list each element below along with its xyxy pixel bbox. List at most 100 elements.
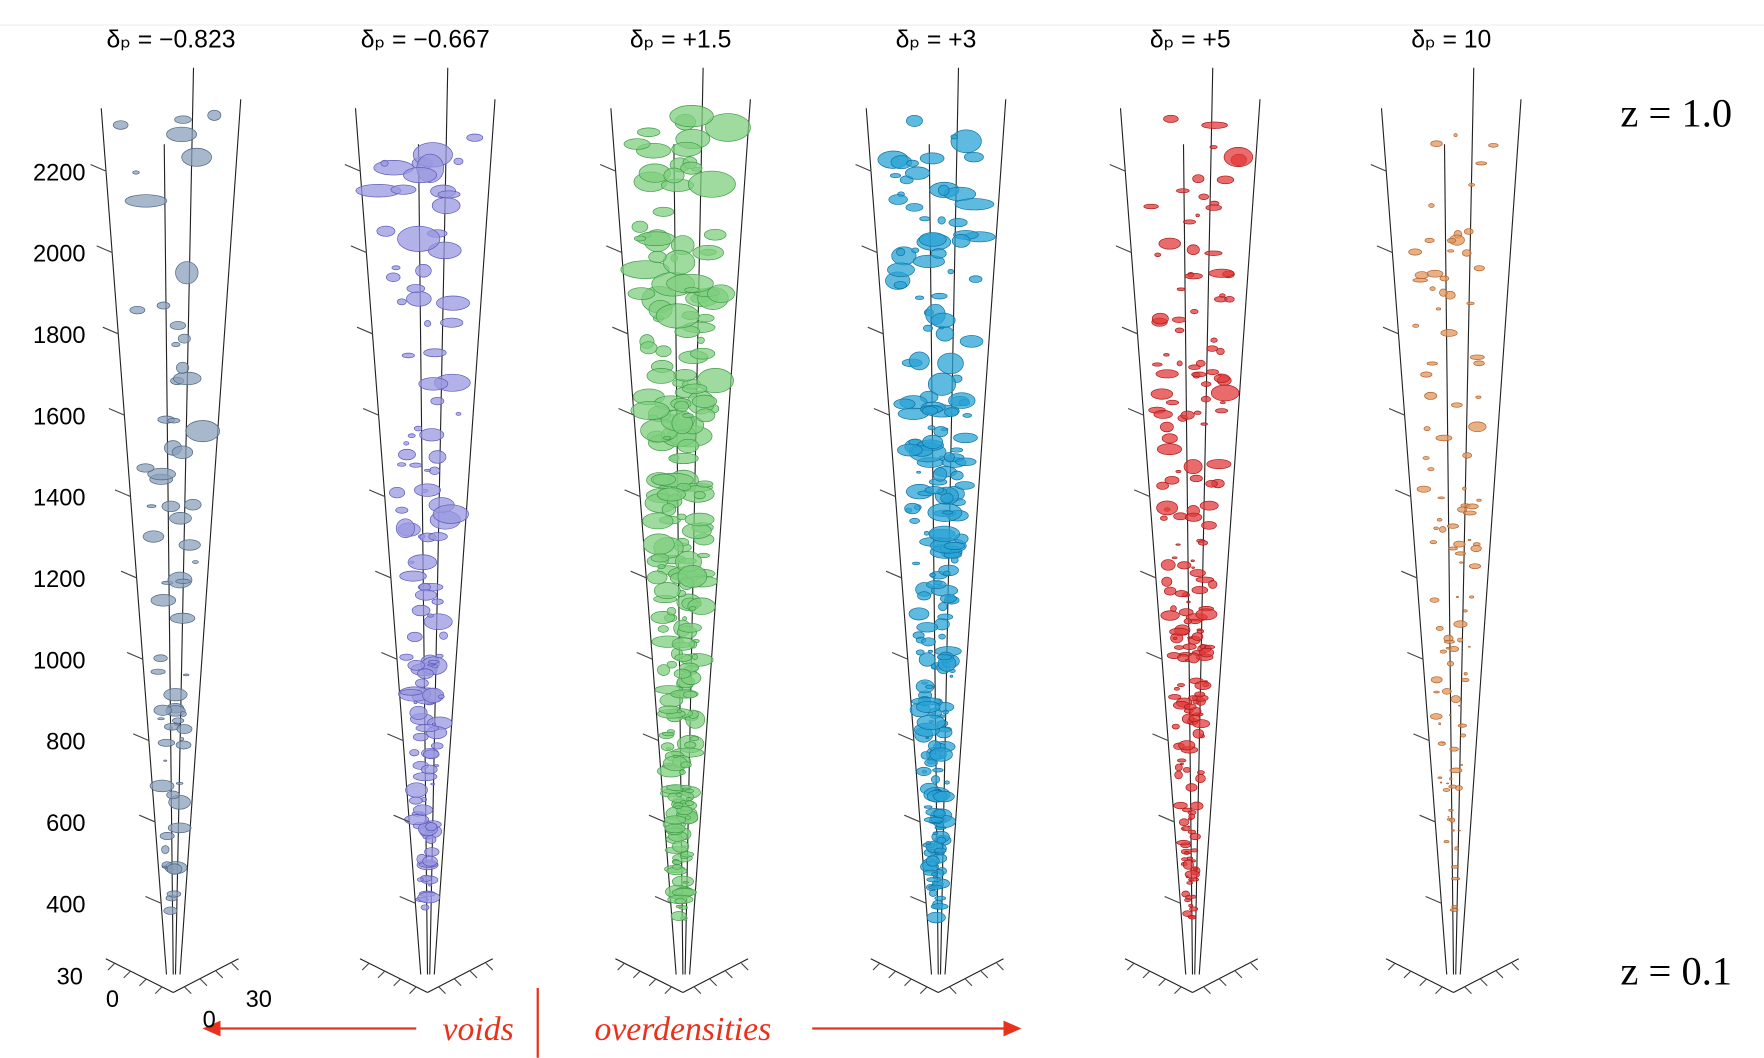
density-blob — [1156, 500, 1179, 516]
density-blob — [928, 525, 961, 542]
density-blob — [680, 761, 692, 769]
density-blob — [705, 113, 751, 142]
density-blob — [664, 823, 686, 834]
density-blob — [948, 218, 968, 228]
density-blob — [689, 606, 697, 611]
side-tick — [898, 733, 915, 742]
panel: δₚ = +1.5 — [599, 27, 751, 995]
density-blob — [1173, 645, 1185, 650]
base-tick — [709, 978, 718, 987]
side-tick — [606, 245, 623, 254]
density-blob — [1177, 561, 1192, 570]
density-blob — [184, 498, 202, 511]
density-blob — [1455, 596, 1459, 598]
density-blob — [949, 674, 954, 678]
density-blob — [1152, 362, 1163, 367]
density-blob — [924, 486, 945, 495]
density-blob — [930, 312, 956, 328]
density-blob — [943, 541, 966, 550]
density-blob — [921, 637, 936, 647]
density-blob — [423, 348, 447, 358]
density-blob — [916, 766, 932, 776]
density-blob — [944, 407, 959, 417]
density-blob — [172, 717, 185, 724]
base-tick — [919, 986, 928, 995]
density-blob — [1463, 672, 1468, 676]
density-blob — [687, 170, 736, 198]
base-axis — [682, 958, 749, 993]
density-blob — [1457, 829, 1461, 832]
density-blob — [391, 265, 401, 271]
density-blob — [673, 368, 697, 382]
density-blob — [407, 554, 438, 571]
density-blob — [923, 805, 933, 809]
density-blob — [161, 845, 170, 854]
density-blob — [927, 425, 936, 431]
density-blob — [1163, 353, 1170, 357]
side-tick — [145, 896, 162, 904]
density-blob — [399, 689, 423, 696]
density-blob — [684, 512, 715, 527]
density-blob — [950, 134, 958, 140]
density-blob — [953, 432, 978, 444]
density-blob — [1204, 644, 1216, 650]
density-blob — [1422, 456, 1430, 460]
density-blob — [417, 891, 441, 904]
density-blob — [1446, 523, 1459, 529]
density-blob — [150, 594, 177, 607]
density-blob — [673, 668, 691, 679]
density-blob — [182, 673, 190, 677]
density-blob — [671, 637, 696, 651]
density-blob — [1208, 268, 1235, 278]
density-blob — [1430, 140, 1443, 148]
density-blob — [166, 890, 182, 898]
base-tick — [980, 970, 989, 979]
density-blob — [909, 517, 921, 524]
density-blob — [1192, 728, 1205, 739]
voids-label: voids — [443, 1011, 514, 1048]
density-blob — [672, 860, 682, 865]
base-tick — [1403, 970, 1412, 979]
density-blob — [428, 450, 447, 464]
density-blob — [1205, 369, 1219, 375]
side-tick — [1115, 245, 1132, 254]
density-blob — [1439, 781, 1443, 784]
side-tick — [910, 896, 927, 904]
base-axis — [427, 958, 494, 993]
density-blob — [936, 653, 953, 661]
density-blob — [1468, 563, 1482, 570]
density-blob — [1453, 133, 1458, 138]
density-blob — [666, 660, 678, 669]
density-blob — [395, 518, 416, 539]
base-tick — [361, 962, 370, 971]
density-blob — [1205, 204, 1222, 211]
density-blob — [959, 335, 984, 348]
side-tick — [381, 652, 398, 660]
density-blob — [1173, 686, 1180, 691]
density-blob — [930, 903, 949, 910]
density-blob — [1441, 688, 1452, 695]
density-blob — [1461, 677, 1470, 683]
density-blob — [674, 805, 683, 810]
density-blob — [1200, 422, 1208, 426]
panel-title: δₚ = +1.5 — [630, 27, 731, 54]
density-blob — [1186, 244, 1200, 255]
side-tick — [1376, 245, 1393, 254]
cone-edge — [689, 99, 751, 975]
base-tick — [469, 970, 478, 979]
side-tick — [648, 814, 665, 823]
density-blob — [413, 700, 418, 705]
density-blob — [691, 653, 698, 660]
density-blob — [1435, 307, 1442, 311]
density-blob — [1177, 683, 1185, 687]
density-blob — [175, 578, 191, 584]
density-blob — [414, 589, 437, 601]
density-blob — [389, 486, 406, 499]
side-tick — [108, 407, 125, 416]
density-blob — [1189, 906, 1199, 912]
density-blob — [1189, 474, 1203, 483]
base-tick — [1435, 986, 1443, 995]
density-blob — [669, 105, 714, 128]
density-blob — [954, 481, 975, 490]
density-blob — [1151, 312, 1169, 325]
